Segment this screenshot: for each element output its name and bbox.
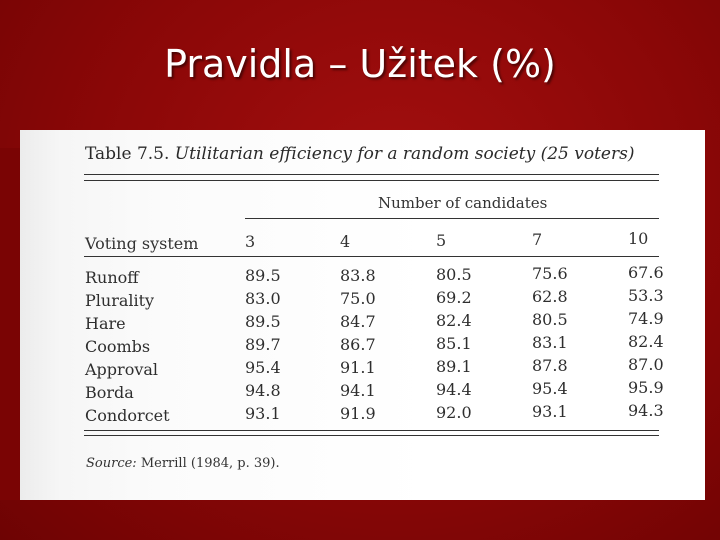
table-cell: 82.4 [628, 332, 664, 351]
table-cell: 94.8 [245, 381, 281, 400]
header-rule [84, 256, 659, 257]
table-cell: 89.5 [245, 312, 281, 331]
table-cell: 95.9 [628, 378, 664, 397]
table-cell: 83.8 [340, 266, 376, 285]
left-edge-strip [0, 148, 22, 500]
table-cell: 53.3 [628, 286, 664, 305]
table-cell: 92.0 [436, 403, 472, 422]
table-cell: 80.5 [532, 310, 568, 329]
slide-title: Pravidla – Užitek (%) [164, 42, 556, 86]
column-header: 4 [340, 232, 351, 251]
table-cell: 89.1 [436, 357, 472, 376]
table-cell: 87.8 [532, 356, 568, 375]
table-cell: 94.4 [436, 380, 472, 399]
row-name: Hare [85, 314, 126, 333]
row-name: Borda [85, 383, 134, 402]
table-cell: 67.6 [628, 263, 664, 282]
column-header: 5 [436, 231, 447, 250]
table-source: Source: Merrill (1984, p. 39). [86, 456, 280, 471]
table-cell: 82.4 [436, 311, 472, 330]
table-cell: 89.5 [245, 266, 281, 285]
table-cell: 93.1 [245, 404, 281, 423]
table-cell: 93.1 [532, 402, 568, 421]
top-rule-1 [84, 174, 659, 175]
table-cell: 89.7 [245, 335, 281, 354]
table-cell: 69.2 [436, 288, 472, 307]
table-caption: Table 7.5. Utilitarian efficiency for a … [85, 144, 634, 164]
table-cell: 95.4 [532, 379, 568, 398]
scanned-table-image: Table 7.5. Utilitarian efficiency for a … [20, 130, 705, 500]
table-cell: 84.7 [340, 312, 376, 331]
table-cell: 83.1 [532, 333, 568, 352]
column-header: 7 [532, 230, 543, 249]
bottom-rule-1 [84, 430, 659, 431]
table-cell: 91.1 [340, 358, 376, 377]
row-name: Plurality [85, 291, 155, 310]
table-cell: 86.7 [340, 335, 376, 354]
table-cell: 75.0 [340, 289, 376, 308]
table-cell: 74.9 [628, 309, 664, 328]
column-header: 10 [628, 229, 649, 248]
table-cell: 94.1 [340, 381, 376, 400]
table-cell: 87.0 [628, 355, 664, 374]
row-name: Approval [85, 360, 159, 379]
table-cell: 91.9 [340, 404, 376, 423]
table-cell: 85.1 [436, 334, 472, 353]
row-header: Voting system [85, 234, 199, 253]
row-name: Condorcet [85, 406, 170, 425]
column-header: 3 [245, 232, 256, 251]
table-cell: 62.8 [532, 287, 568, 306]
group-header: Number of candidates [378, 194, 548, 212]
source-text: Merrill (1984, p. 39). [140, 456, 280, 471]
row-name: Coombs [85, 337, 151, 356]
group-header-rule [245, 218, 659, 219]
table-cell: 95.4 [245, 358, 281, 377]
table-cell: 83.0 [245, 289, 281, 308]
table-cell: 75.6 [532, 264, 568, 283]
bottom-rule-2 [84, 435, 659, 436]
table-cell: 94.3 [628, 401, 664, 420]
top-rule-2 [84, 180, 659, 181]
source-label: Source: [86, 456, 137, 471]
table-caption-text: Utilitarian efficiency for a random soci… [174, 144, 635, 164]
row-name: Runoff [85, 268, 139, 287]
table-cell: 80.5 [436, 265, 472, 284]
table-caption-number: Table 7.5. [85, 144, 170, 164]
